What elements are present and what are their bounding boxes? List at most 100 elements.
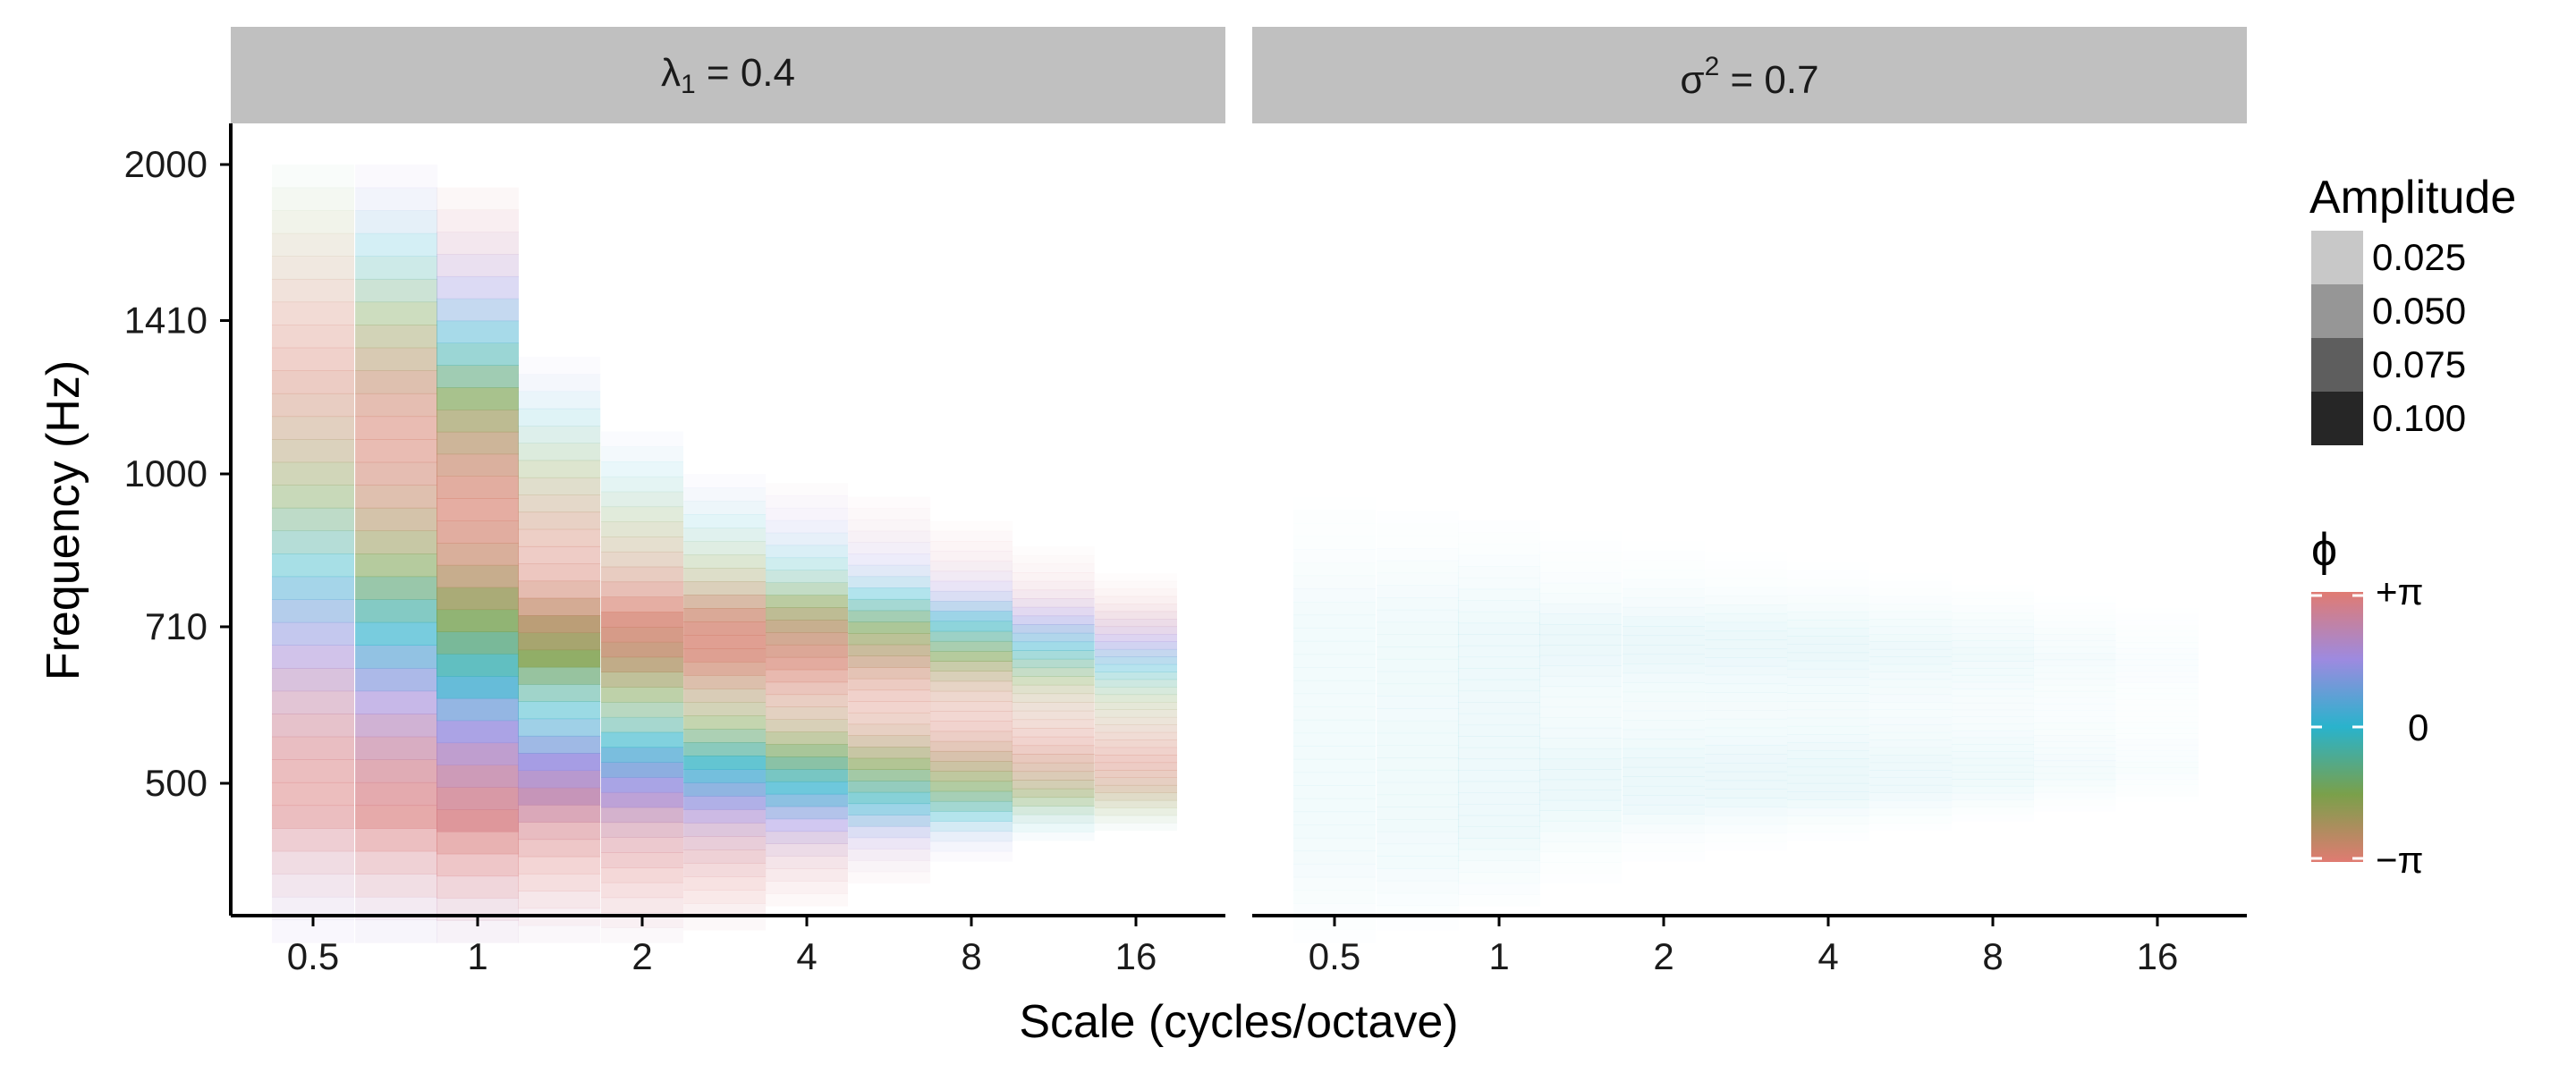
heat-cell [1705,657,1788,667]
heat-cell [436,209,519,232]
heat-cell [1787,628,1869,637]
heat-cell [272,439,354,463]
heat-cell [1012,676,1095,686]
heat-cell [355,187,438,211]
heat-cell [1539,841,1622,852]
heat-cell [1705,824,1787,833]
heat-cell [1095,807,1177,816]
heat-cell [272,668,354,692]
heat-cell [1377,917,1459,930]
heat-cell [1623,814,1705,824]
heat-cell [2116,631,2199,638]
heat-cell [848,633,931,646]
heat-cell [1377,609,1460,623]
heat-cell [2034,704,2116,711]
heat-cell [683,581,767,596]
heat-cell [518,787,601,806]
heat-cell [930,640,1013,652]
heat-cell [1377,868,1460,882]
heat-cell [1013,546,1095,555]
heat-cell [1869,687,1953,696]
x-axis-title: Scale (cycles/octave) [1019,996,1458,1048]
heat-cell [1539,613,1623,625]
heat-cell [518,684,601,702]
heat-cell [1705,630,1788,640]
heat-cell [1012,823,1095,832]
heat-cell [1095,739,1177,748]
heat-cell [1539,852,1622,863]
heat-cell [355,759,438,783]
heat-cell [1458,736,1540,748]
heat-cell [1787,750,1869,759]
heat-cell [436,676,519,699]
heat-cell [2034,621,2116,629]
heat-cell [1458,702,1540,714]
heat-cell [2034,603,2116,610]
heat-cell [2034,691,2116,698]
heat-cell [1787,636,1869,645]
strip-label-left-rest: = 0.4 [696,51,795,95]
heat-cell [848,621,931,634]
heat-cell [436,431,519,455]
heat-cell [1458,679,1540,692]
heat-cell [1787,807,1869,816]
heat-cell [1293,640,1376,655]
heat-cell [518,545,601,564]
heat-cell [1539,717,1623,729]
heat-cell [1787,742,1869,751]
heat-cell [2116,648,2199,655]
heat-cell [683,621,767,636]
heat-cell [272,714,354,738]
heat-cell [1952,703,2034,710]
heat-cell [2116,677,2199,683]
heat-cell [1458,713,1540,726]
heat-cell [683,554,767,569]
phase-label-top: +π [2376,570,2424,613]
x-tick-label: 2 [1653,935,1674,977]
heat-cell [1012,624,1095,634]
heat-cell [848,508,931,520]
heat-cell [2034,710,2116,717]
heat-cell [1458,588,1540,601]
heat-cell [1869,784,1953,793]
heat-cell [355,210,438,234]
heat-cell [930,821,1013,832]
heat-cell [518,374,601,393]
heat-cell [1869,724,1953,733]
heat-cell [1539,583,1622,594]
heat-cell [1952,646,2034,655]
heat-cell [2116,665,2199,672]
heat-cell [683,662,767,676]
heat-cell [1095,823,1177,832]
heat-cell [930,711,1013,722]
heat-cell [930,621,1013,632]
heat-cell [1869,604,1952,612]
heat-cell [1623,551,1705,561]
heat-cell [1293,890,1376,903]
heat-cell [930,601,1013,612]
heat-cell [1623,720,1705,731]
heat-cell [436,232,519,255]
x-tick-label: 16 [1115,935,1157,977]
heat-cell [1377,683,1460,697]
heat-cell [2033,653,2116,661]
heat-cell [766,793,848,807]
heat-cell [1952,751,2034,759]
heat-cell [2034,716,2116,723]
heat-cell [1377,634,1460,647]
heat-cell [601,596,683,613]
heat-cell [766,545,848,559]
amplitude-legend-title: Amplitude [2309,172,2516,224]
heat-cell [1952,785,2034,794]
heat-cell [601,716,683,733]
heat-cell [766,532,848,546]
heat-cell [1623,616,1705,627]
heat-cell [436,564,519,588]
heat-cell [1377,794,1460,807]
heat-cell [355,690,438,714]
heat-cell [355,256,438,280]
heat-cell [848,791,931,805]
heat-cell [518,770,601,789]
heat-cell [766,582,848,596]
heat-cell [1705,763,1788,773]
